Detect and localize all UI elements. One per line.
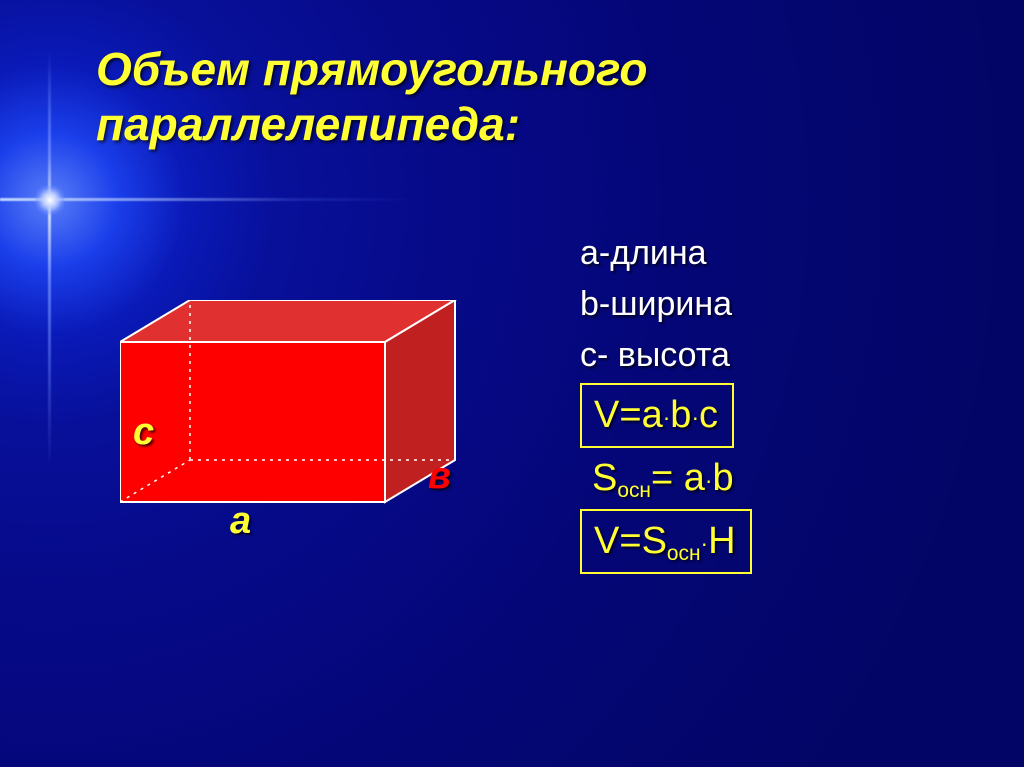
sym-V: V [594, 520, 619, 562]
title-line-2: параллелепипеда: [96, 98, 520, 150]
dimension-label-a: а [230, 500, 251, 543]
sym-sub-osn: осн [667, 542, 701, 565]
text-block: a-длина b-ширина c- высота V=a·b·c Sосн=… [580, 228, 752, 576]
cuboid-front-face [120, 342, 385, 502]
lens-flare-core [35, 185, 65, 215]
formula-volume-abc: V=a·b·c [580, 381, 752, 450]
def-c: c- высота [580, 330, 752, 381]
slide-title: Объем прямоугольного параллелепипеда: [96, 42, 648, 152]
sym-S: S [642, 520, 667, 562]
sym-S: S [592, 457, 617, 499]
sym-eq: = [619, 394, 641, 436]
formula-base-area: Sосн= a·b [580, 450, 752, 507]
cuboid-diagram [120, 300, 460, 530]
title-line-1: Объем прямоугольного [96, 43, 648, 95]
sym-b: b [670, 394, 691, 436]
def-a: a-длина [580, 228, 752, 279]
sym-eq: = [651, 457, 684, 499]
sym-V: V [594, 394, 619, 436]
sym-a: a [642, 394, 663, 436]
cuboid-svg [120, 300, 480, 540]
formula-volume-sh: V=Sосн·H [580, 507, 752, 576]
lens-flare-vertical [48, 50, 51, 470]
formula-box-2: V=Sосн·H [580, 509, 752, 574]
def-b: b-ширина [580, 279, 752, 330]
sym-c: c [699, 394, 718, 436]
sym-b: b [712, 457, 733, 499]
dot-icon: · [691, 404, 699, 430]
dot-icon: · [701, 530, 709, 556]
dimension-label-c: с [133, 411, 154, 454]
sym-eq: = [619, 520, 641, 562]
sym-a: a [684, 457, 705, 499]
sym-H: H [708, 520, 735, 562]
formula-box-1: V=a·b·c [580, 383, 734, 448]
sym-sub-osn: осн [617, 479, 651, 502]
dimension-label-b: в [428, 455, 451, 498]
